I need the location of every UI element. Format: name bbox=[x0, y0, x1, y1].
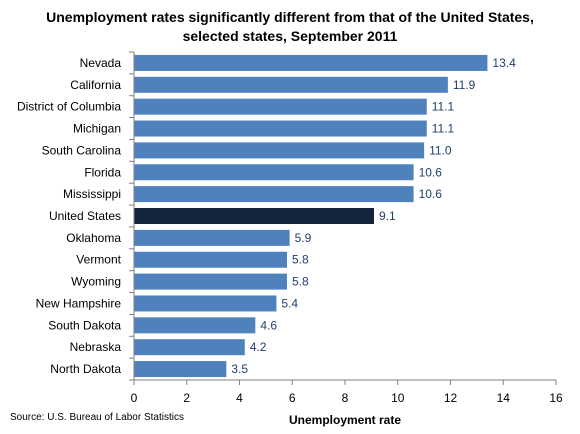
category-label: New Hampshire bbox=[36, 296, 122, 310]
value-label: 3.5 bbox=[231, 362, 248, 376]
category-label: Oklahoma bbox=[66, 231, 121, 245]
value-label: 11.9 bbox=[453, 78, 476, 92]
x-tick-label: 8 bbox=[342, 391, 349, 405]
value-label: 11.1 bbox=[432, 122, 455, 136]
value-label: 9.1 bbox=[379, 209, 396, 223]
bar bbox=[134, 339, 245, 356]
bar bbox=[134, 76, 448, 93]
bar bbox=[134, 186, 414, 203]
value-label: 4.6 bbox=[260, 318, 277, 332]
value-label: 13.4 bbox=[492, 56, 516, 70]
category-label: Nebraska bbox=[70, 340, 122, 354]
chart-title-line-1: Unemployment rates significantly differe… bbox=[46, 9, 534, 25]
value-label: 11.0 bbox=[429, 143, 452, 157]
bar bbox=[134, 251, 287, 268]
x-tick-label: 4 bbox=[236, 391, 243, 405]
category-label: Nevada bbox=[80, 56, 122, 70]
x-tick-label: 2 bbox=[183, 391, 190, 405]
category-label: Vermont bbox=[76, 253, 121, 267]
category-label: Wyoming bbox=[71, 275, 121, 289]
value-label: 10.6 bbox=[419, 165, 443, 179]
value-label: 5.9 bbox=[295, 231, 312, 245]
value-label: 5.8 bbox=[292, 253, 309, 267]
bar bbox=[134, 54, 488, 71]
x-tick-label: 16 bbox=[549, 391, 563, 405]
category-label: Mississippi bbox=[63, 187, 121, 201]
value-label: 4.2 bbox=[250, 340, 267, 354]
category-label: Florida bbox=[84, 165, 121, 179]
bar bbox=[134, 120, 427, 137]
x-tick-label: 0 bbox=[131, 391, 138, 405]
bar bbox=[134, 164, 414, 181]
x-axis-title: Unemployment rate bbox=[289, 413, 401, 427]
value-label: 5.8 bbox=[292, 275, 309, 289]
source-note: Source: U.S. Bureau of Labor Statistics bbox=[10, 412, 184, 423]
category-label: North Dakota bbox=[50, 362, 121, 376]
category-label: District of Columbia bbox=[17, 100, 121, 114]
value-label: 5.4 bbox=[281, 296, 298, 310]
chart-title: Unemployment rates significantly differe… bbox=[0, 8, 580, 46]
x-tick-label: 6 bbox=[289, 391, 296, 405]
bar bbox=[134, 98, 427, 115]
bar bbox=[134, 273, 287, 290]
chart-title-line-2: selected states, September 2011 bbox=[182, 28, 398, 44]
bar bbox=[134, 142, 425, 159]
x-tick-label: 14 bbox=[497, 391, 511, 405]
value-label: 11.1 bbox=[432, 100, 455, 114]
bar bbox=[134, 361, 227, 378]
category-label: Michigan bbox=[73, 122, 121, 136]
bar bbox=[134, 317, 256, 334]
category-label: United States bbox=[49, 209, 121, 223]
bar bbox=[134, 295, 277, 312]
category-label: South Dakota bbox=[48, 318, 121, 332]
bar bbox=[134, 208, 375, 224]
x-tick-label: 12 bbox=[444, 391, 458, 405]
category-label: California bbox=[70, 78, 121, 92]
bar bbox=[134, 229, 290, 246]
x-tick-label: 10 bbox=[391, 391, 405, 405]
value-label: 10.6 bbox=[419, 187, 443, 201]
category-label: South Carolina bbox=[42, 143, 122, 157]
